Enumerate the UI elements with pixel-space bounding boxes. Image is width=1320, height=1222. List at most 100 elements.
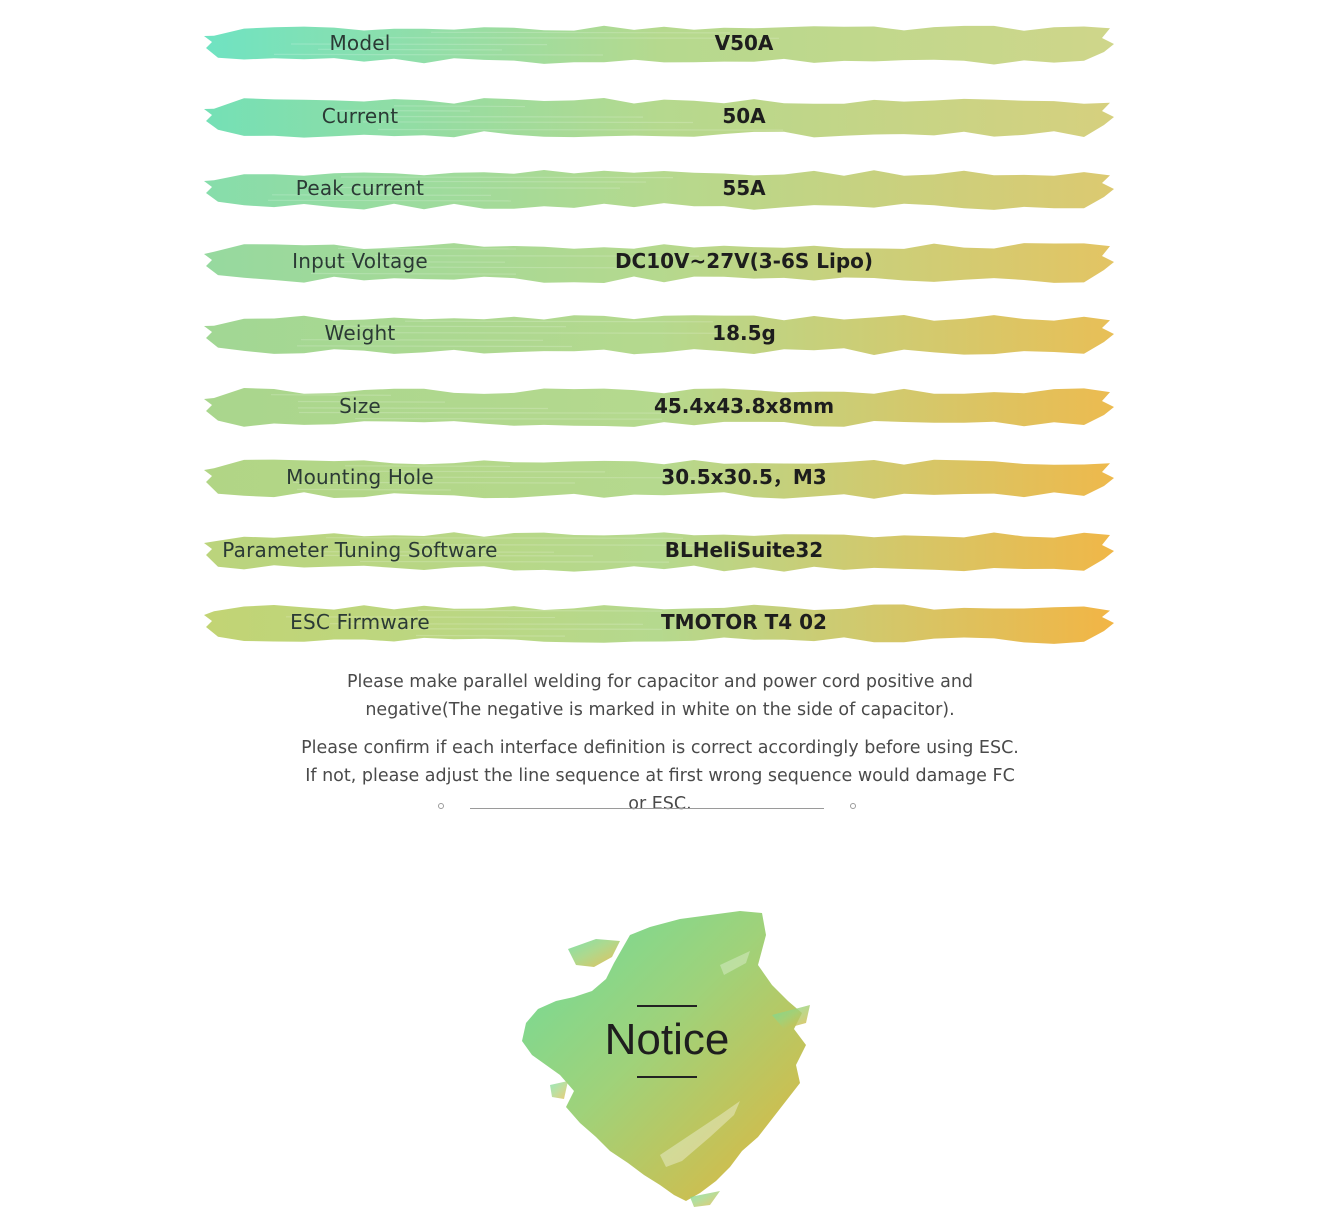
spec-label: Model — [329, 31, 391, 55]
spec-label: Peak current — [295, 176, 425, 200]
spec-value: DC10V~27V(3-6S Lipo) — [614, 249, 874, 273]
brush-texture — [284, 551, 555, 553]
brush-texture — [378, 37, 780, 39]
spec-row-input-voltage: Input Voltage DC10V~27V(3-6S Lipo) — [204, 236, 1116, 286]
brush-stroke-shape — [204, 170, 1114, 210]
brush-stroke — [204, 98, 1114, 138]
brush-texture — [359, 560, 670, 563]
spec-value: 18.5g — [712, 321, 776, 345]
spec-row-tuning-software: Parameter Tuning Software BLHeliSuite32 — [204, 525, 1116, 575]
brush-texture — [394, 180, 647, 183]
brush-stroke-shape — [204, 459, 1114, 499]
brush-texture — [310, 272, 517, 275]
brush-texture — [430, 31, 731, 34]
brush-texture — [297, 407, 549, 410]
brush-stroke-shape — [204, 243, 1114, 283]
brush-texture — [338, 186, 621, 189]
notice-badge: Notice — [510, 905, 820, 1210]
spec-value: TMOTOR T4 02 — [661, 610, 827, 634]
spec-label: Parameter Tuning Software — [222, 538, 498, 562]
brush-texture — [369, 628, 663, 630]
brush-texture — [290, 43, 548, 46]
brush-texture — [283, 554, 594, 557]
brush-stroke — [204, 170, 1114, 210]
spec-label: Weight — [324, 321, 396, 345]
spec-row-esc-firmware: ESC Firmware TMOTOR T4 02 — [204, 597, 1116, 647]
brush-stroke — [204, 315, 1114, 355]
brush-stroke-shape — [204, 98, 1114, 138]
brush-stroke-shape — [204, 388, 1114, 427]
brush-texture — [417, 544, 705, 546]
section-divider — [436, 800, 860, 814]
brush-stroke — [204, 604, 1114, 644]
brush-texture — [337, 247, 517, 250]
brush-texture — [415, 634, 566, 637]
brush-texture — [340, 176, 674, 179]
notice-title: Notice — [604, 1015, 730, 1064]
brush-texture — [393, 105, 526, 108]
brush-texture — [296, 488, 452, 491]
brush-stroke — [204, 243, 1114, 283]
spec-value: 50A — [722, 104, 766, 128]
brush-texture — [323, 109, 471, 112]
brush-texture — [270, 394, 392, 396]
brush-texture — [332, 325, 567, 328]
spec-label: ESC Firmware — [290, 610, 430, 634]
brush-texture — [317, 48, 503, 51]
brush-texture — [285, 616, 556, 618]
spec-label: Current — [321, 104, 399, 128]
brush-texture — [344, 465, 511, 467]
brush-texture — [423, 266, 622, 269]
brush-texture — [387, 115, 644, 118]
spec-label: Input Voltage — [292, 249, 428, 273]
spec-row-model: Model V50A — [204, 18, 1116, 68]
brush-texture — [377, 128, 784, 131]
spec-value: 30.5x30.5，M3 — [661, 465, 827, 489]
brush-texture — [362, 121, 694, 124]
brush-texture — [354, 418, 663, 420]
brush-texture — [366, 470, 606, 473]
brush-texture — [404, 320, 714, 323]
spec-row-current: Current 50A — [204, 91, 1116, 141]
brush-stroke — [204, 532, 1114, 572]
interface-note: Please confirm if each interface definit… — [301, 738, 1019, 814]
brush-texture — [298, 411, 666, 414]
notice-rule-bottom — [637, 1076, 697, 1078]
divider-dot-right — [850, 803, 856, 809]
brush-stroke-shape — [204, 315, 1114, 355]
spec-label: Mounting Hole — [286, 465, 434, 489]
brush-texture — [374, 255, 700, 257]
brush-stroke-shape — [204, 604, 1114, 644]
spec-label: Size — [339, 394, 381, 418]
brush-texture — [329, 623, 644, 625]
divider-line — [470, 808, 824, 809]
brush-stroke-shape — [204, 532, 1114, 572]
brush-texture — [271, 194, 492, 196]
brush-texture — [325, 537, 684, 539]
spec-row-size: Size 45.4x43.8x8mm — [204, 381, 1116, 431]
spec-value: BLHeliSuite32 — [664, 538, 824, 562]
brush-stroke — [204, 25, 1114, 65]
divider-dot-left — [438, 803, 444, 809]
brush-stroke — [204, 388, 1114, 427]
spec-value: 45.4x43.8x8mm — [653, 394, 835, 418]
brush-texture — [297, 400, 446, 403]
brush-stroke-shape — [204, 25, 1114, 65]
brush-splash — [522, 911, 810, 1207]
brush-texture — [296, 345, 573, 348]
brush-texture — [273, 53, 604, 56]
brush-texture — [311, 261, 506, 263]
spec-value: 55A — [722, 176, 766, 200]
brush-texture — [292, 481, 576, 484]
spec-value: V50A — [714, 31, 774, 55]
brush-texture — [400, 476, 704, 479]
welding-note: Please make parallel welding for capacit… — [346, 672, 974, 720]
notice-rule-top — [637, 1005, 697, 1007]
brush-texture — [375, 332, 744, 334]
brush-stroke — [204, 459, 1114, 499]
spec-row-peak-current: Peak current 55A — [204, 163, 1116, 213]
spec-row-mounting-hole: Mounting Hole 30.5x30.5，M3 — [204, 452, 1116, 502]
brush-texture — [300, 339, 544, 341]
brush-texture — [267, 199, 512, 202]
brush-texture — [417, 609, 663, 612]
